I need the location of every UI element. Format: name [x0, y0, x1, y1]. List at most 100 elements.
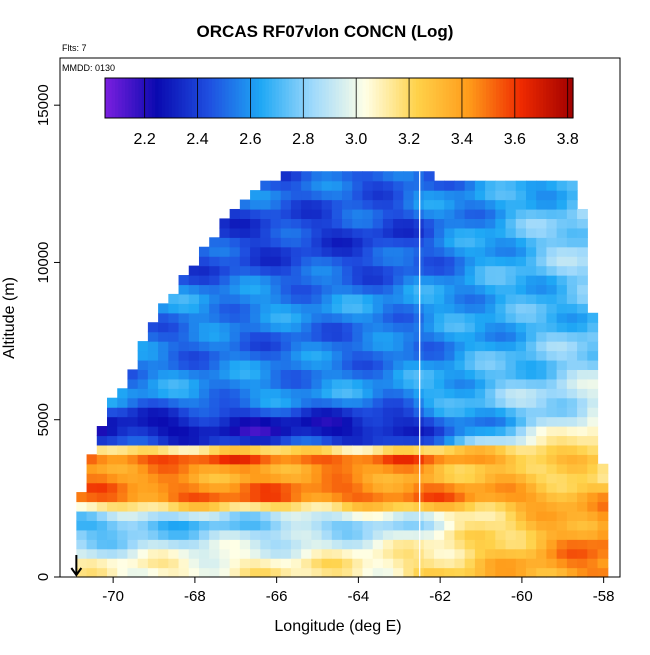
heatmap-cell — [454, 256, 466, 267]
heatmap-cell — [321, 548, 333, 559]
heatmap-cell — [321, 407, 333, 418]
heatmap-cell — [566, 567, 578, 578]
heatmap-cell — [352, 284, 364, 295]
heatmap-cell — [413, 359, 425, 370]
heatmap-cell — [464, 492, 476, 503]
colorbar-swatch — [135, 78, 140, 118]
heatmap-cell — [403, 492, 415, 503]
heatmap-cell — [382, 529, 394, 540]
heatmap-cell — [342, 237, 353, 248]
heatmap-cell — [505, 416, 517, 427]
heatmap-cell — [229, 482, 241, 493]
heatmap-cell — [147, 331, 159, 342]
heatmap-cell — [280, 520, 292, 531]
heatmap-cell — [444, 218, 456, 229]
heatmap-cell — [515, 482, 527, 493]
heatmap-cell — [485, 218, 496, 229]
heatmap-cell — [536, 407, 548, 418]
heatmap-cell — [434, 190, 445, 201]
heatmap-cell — [331, 293, 343, 304]
heatmap-cell — [423, 378, 435, 389]
colorbar-swatch — [496, 78, 501, 118]
heatmap-cell — [250, 341, 261, 352]
heatmap-cell — [321, 190, 333, 201]
heatmap-cell — [505, 426, 517, 437]
heatmap-cell — [137, 416, 149, 427]
heatmap-cell — [117, 435, 129, 446]
heatmap-cell — [556, 199, 568, 210]
heatmap-cell — [474, 246, 486, 257]
heatmap-cell — [515, 322, 527, 333]
heatmap-cell — [495, 529, 507, 540]
heatmap-cell — [444, 407, 456, 418]
heatmap-cell — [239, 237, 251, 248]
heatmap-cell — [198, 473, 210, 484]
heatmap-cell — [219, 256, 231, 267]
heatmap-cell — [536, 322, 548, 333]
heatmap-cell — [321, 322, 333, 333]
heatmap-cell — [577, 237, 588, 248]
y-axis-label: Altitude (m) — [1, 277, 18, 359]
heatmap-cell — [597, 501, 609, 512]
heatmap-cell — [219, 435, 231, 446]
heatmap-cell — [250, 208, 261, 220]
heatmap-cell — [158, 482, 169, 493]
heatmap-cell — [239, 208, 251, 220]
heatmap-cell — [127, 454, 139, 465]
heatmap-cell — [393, 397, 404, 408]
heatmap-cell — [382, 208, 394, 220]
heatmap-cell — [321, 435, 333, 446]
heatmap-cell — [229, 520, 241, 531]
heatmap-cell — [321, 539, 333, 550]
heatmap-cell — [290, 501, 302, 512]
heatmap-cell — [117, 482, 129, 493]
colorbar-swatch — [275, 78, 280, 118]
heatmap-cell — [117, 397, 129, 408]
heatmap-cell — [239, 303, 251, 314]
heatmap-cell — [250, 473, 261, 484]
heatmap-cell — [117, 426, 129, 437]
heatmap-cell — [474, 293, 486, 304]
heatmap-cell — [301, 482, 312, 493]
flights-annotation: Flts: 7 — [62, 43, 87, 53]
heatmap-cell — [331, 388, 343, 399]
heatmap-cell — [331, 171, 343, 182]
heatmap-cell — [566, 492, 578, 503]
heatmap-cell — [434, 303, 445, 314]
heatmap-cell — [597, 520, 609, 531]
heatmap-cell — [331, 416, 343, 427]
heatmap-cell — [372, 435, 384, 446]
heatmap-cell — [577, 548, 588, 559]
heatmap-cell — [96, 444, 108, 455]
heatmap-cell — [209, 426, 221, 437]
heatmap-cell — [434, 473, 445, 484]
heatmap-cell — [352, 331, 364, 342]
heatmap-cell — [454, 378, 466, 389]
colorbar-swatch — [456, 78, 460, 118]
colorbar-swatch — [315, 78, 320, 118]
heatmap-cell — [495, 473, 507, 484]
heatmap-cell — [372, 388, 384, 399]
heatmap-cell — [76, 529, 88, 540]
heatmap-cell — [168, 463, 180, 474]
heatmap-cell — [362, 567, 374, 578]
heatmap-cell — [393, 284, 404, 295]
colorbar-swatch — [402, 78, 407, 118]
heatmap-cell — [495, 350, 507, 361]
heatmap-cell — [485, 246, 496, 257]
heatmap-cell — [117, 444, 129, 455]
colorbar-swatch — [191, 78, 196, 118]
heatmap-cell — [107, 558, 118, 569]
heatmap-cell — [515, 492, 527, 503]
heatmap-cell — [372, 265, 384, 276]
heatmap-cell — [515, 284, 527, 295]
heatmap-cell — [556, 407, 568, 418]
heatmap-cell — [444, 397, 456, 408]
heatmap-cell — [352, 501, 364, 512]
heatmap-cell — [464, 303, 476, 314]
heatmap-cell — [587, 350, 599, 361]
heatmap-cell — [515, 275, 527, 286]
colorbar-tick-label: 3.6 — [504, 131, 526, 148]
heatmap-cell — [260, 454, 272, 465]
heatmap-cell — [536, 190, 548, 201]
